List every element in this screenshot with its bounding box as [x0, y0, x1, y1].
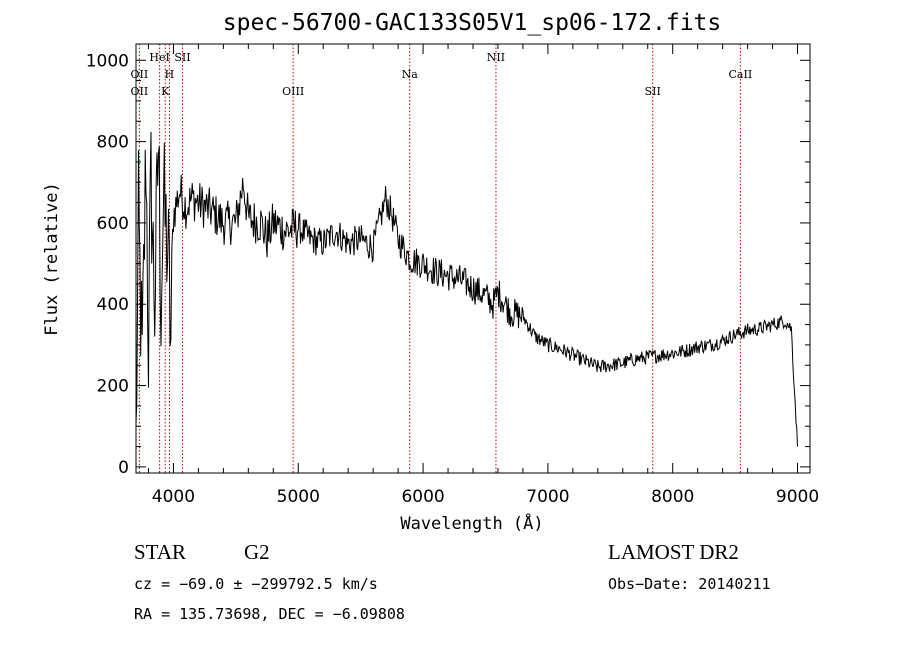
x-tick-label: 4000	[152, 487, 195, 507]
x-tick-label: 9000	[776, 487, 819, 507]
survey-name: LAMOST DR2	[608, 540, 739, 564]
spectral-line-markers	[138, 44, 741, 473]
coordinates: RA = 135.73698, DEC = −6.09808	[134, 605, 405, 623]
spectral-line-label: CaII	[729, 68, 753, 81]
spectral-line-label: HeI	[149, 51, 169, 64]
x-axis: 4000 5000 6000 7000 8000 9000	[147, 44, 819, 507]
y-tick-label: 200	[97, 377, 129, 397]
spectral-line-label: OII	[131, 68, 149, 81]
x-tick-label: 5000	[277, 487, 320, 507]
spectral-line-label: SII	[645, 85, 661, 98]
x-tick-label: 6000	[401, 487, 444, 507]
y-axis: 0 200 400 600 800 1000	[86, 51, 810, 478]
y-tick-label: 1000	[86, 51, 129, 71]
x-axis-label: Wavelength (Å)	[400, 512, 543, 534]
spectrum-series-line	[135, 131, 798, 447]
spectral-line-label: K	[161, 85, 170, 98]
plot-frame	[135, 43, 811, 474]
chart-title: spec-56700-GAC133S05V1_sp06-172.fits	[223, 10, 722, 36]
x-tick-label: 7000	[526, 487, 569, 507]
spectral-line-label: OIII	[282, 85, 304, 98]
object-subclass: G2	[244, 540, 270, 564]
y-tick-label: 800	[97, 133, 129, 153]
y-tick-label: 400	[97, 295, 129, 315]
spectral-line-label: SII	[174, 51, 190, 64]
spectral-line-label: OII	[131, 85, 149, 98]
spectral-line-label: NII	[487, 51, 505, 64]
observation-date: Obs−Date: 20140211	[608, 575, 771, 593]
y-tick-label: 600	[97, 214, 129, 234]
y-tick-label: 0	[118, 458, 129, 478]
spectral-line-label: Na	[402, 68, 419, 81]
redshift-velocity: cz = −69.0 ± −299792.5 km/s	[134, 575, 378, 593]
spectral-line-label: H	[165, 68, 175, 81]
object-type: STAR	[134, 540, 186, 564]
x-tick-label: 8000	[651, 487, 694, 507]
y-axis-label: Flux (relative)	[42, 182, 62, 336]
